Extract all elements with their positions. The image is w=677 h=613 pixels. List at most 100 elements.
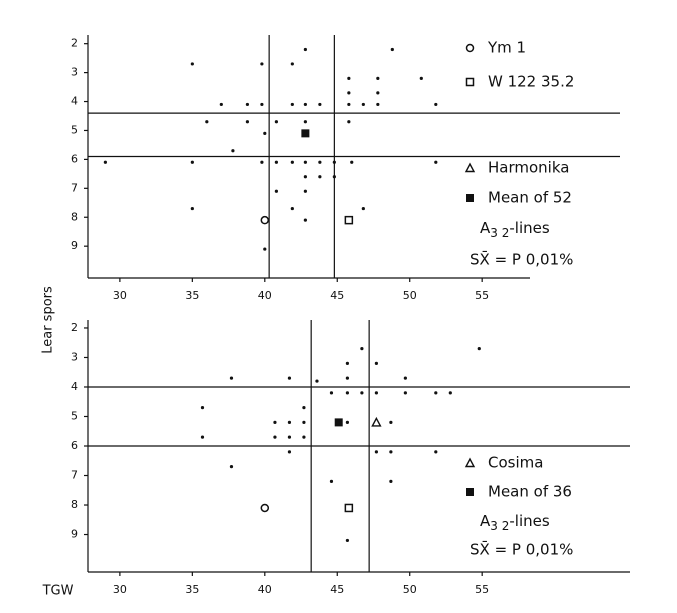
- point: [389, 450, 393, 454]
- x-tick-label: 40: [258, 289, 272, 302]
- point: [231, 149, 235, 153]
- point: [190, 206, 194, 211]
- point: [374, 450, 378, 454]
- point: [374, 391, 378, 395]
- x-tick-label: 30: [113, 583, 127, 596]
- y-tick-label: 7: [71, 469, 78, 482]
- y-tick-label: 9: [71, 239, 78, 252]
- point: [302, 406, 306, 410]
- point: [477, 347, 481, 351]
- point: [403, 376, 407, 380]
- y-axis-label: Lear spors: [41, 286, 56, 354]
- point: [303, 120, 307, 124]
- point: [287, 376, 292, 380]
- point: [287, 435, 292, 439]
- legend-label: Mean of 36: [488, 483, 572, 501]
- point: [448, 391, 452, 395]
- legend-note: SX̄ = P 0,01%: [470, 540, 573, 559]
- point: [350, 160, 354, 164]
- point: [303, 218, 307, 222]
- y-tick-label: 4: [71, 95, 78, 108]
- legend-marker: [466, 488, 474, 496]
- point: [273, 435, 277, 439]
- point: [290, 102, 294, 107]
- point: [303, 102, 307, 107]
- y-tick-label: 6: [71, 152, 78, 165]
- point: [287, 420, 292, 424]
- point: [347, 91, 351, 95]
- x-tick-label: 45: [330, 289, 344, 302]
- point: [303, 160, 307, 164]
- point: [371, 416, 382, 427]
- point: [273, 420, 277, 424]
- y-tick-label: 2: [71, 37, 78, 50]
- point: [260, 503, 270, 513]
- x-tick-label: 50: [403, 289, 417, 302]
- note-text: A: [480, 512, 491, 530]
- point: [403, 391, 407, 395]
- x-tick-label: 55: [475, 289, 489, 302]
- point: [274, 120, 278, 124]
- point: [200, 406, 205, 410]
- x-tick-label: 30: [113, 289, 127, 302]
- point: [347, 102, 351, 107]
- point: [245, 102, 250, 107]
- legend-marker: [466, 194, 474, 202]
- point: [332, 175, 336, 179]
- point: [263, 131, 267, 135]
- x-tick-label: 55: [475, 583, 489, 596]
- note-text: -lines: [509, 219, 549, 237]
- x-tick-label: 35: [185, 583, 199, 596]
- point: [190, 160, 194, 164]
- legend-label: Mean of 52: [488, 189, 572, 207]
- point: [329, 479, 334, 484]
- point: [274, 189, 278, 193]
- point: [260, 102, 264, 107]
- point: [260, 62, 264, 66]
- y-tick-label: 5: [71, 123, 78, 136]
- y-tick-label: 2: [71, 321, 78, 334]
- point: [345, 361, 350, 365]
- point: [290, 62, 294, 66]
- legend-marker: [465, 77, 475, 87]
- point: [302, 435, 306, 439]
- point: [360, 391, 364, 395]
- point: [219, 102, 223, 107]
- y-tick-label: 9: [71, 528, 78, 541]
- point: [376, 102, 380, 107]
- point: [434, 450, 438, 454]
- point: [332, 160, 336, 164]
- point: [303, 189, 307, 193]
- point: [290, 160, 294, 164]
- point: [302, 420, 306, 424]
- y-tick-label: 8: [71, 498, 78, 511]
- point: [390, 47, 394, 52]
- point: [190, 62, 194, 66]
- y-tick-label: 7: [71, 181, 78, 194]
- point: [360, 347, 364, 351]
- point: [315, 379, 319, 383]
- point: [434, 160, 438, 164]
- point: [260, 215, 270, 225]
- note-subscript: 3 2: [490, 519, 509, 533]
- legend-label: Cosima: [488, 454, 543, 472]
- point: [329, 391, 334, 395]
- point: [287, 450, 292, 454]
- legend-note: A3 2-lines: [480, 219, 550, 240]
- point: [376, 91, 380, 95]
- legend-marker: [465, 43, 475, 53]
- point: [345, 420, 350, 424]
- point: [344, 215, 354, 225]
- legend-marker: [464, 162, 476, 173]
- point: [229, 465, 234, 469]
- point: [361, 102, 365, 107]
- point: [229, 376, 234, 380]
- note-text: -lines: [509, 512, 549, 530]
- point: [263, 247, 267, 251]
- y-tick-label: 5: [71, 409, 78, 422]
- point: [434, 102, 438, 107]
- point: [318, 175, 322, 179]
- point: [334, 418, 343, 427]
- y-tick-label: 6: [71, 439, 78, 452]
